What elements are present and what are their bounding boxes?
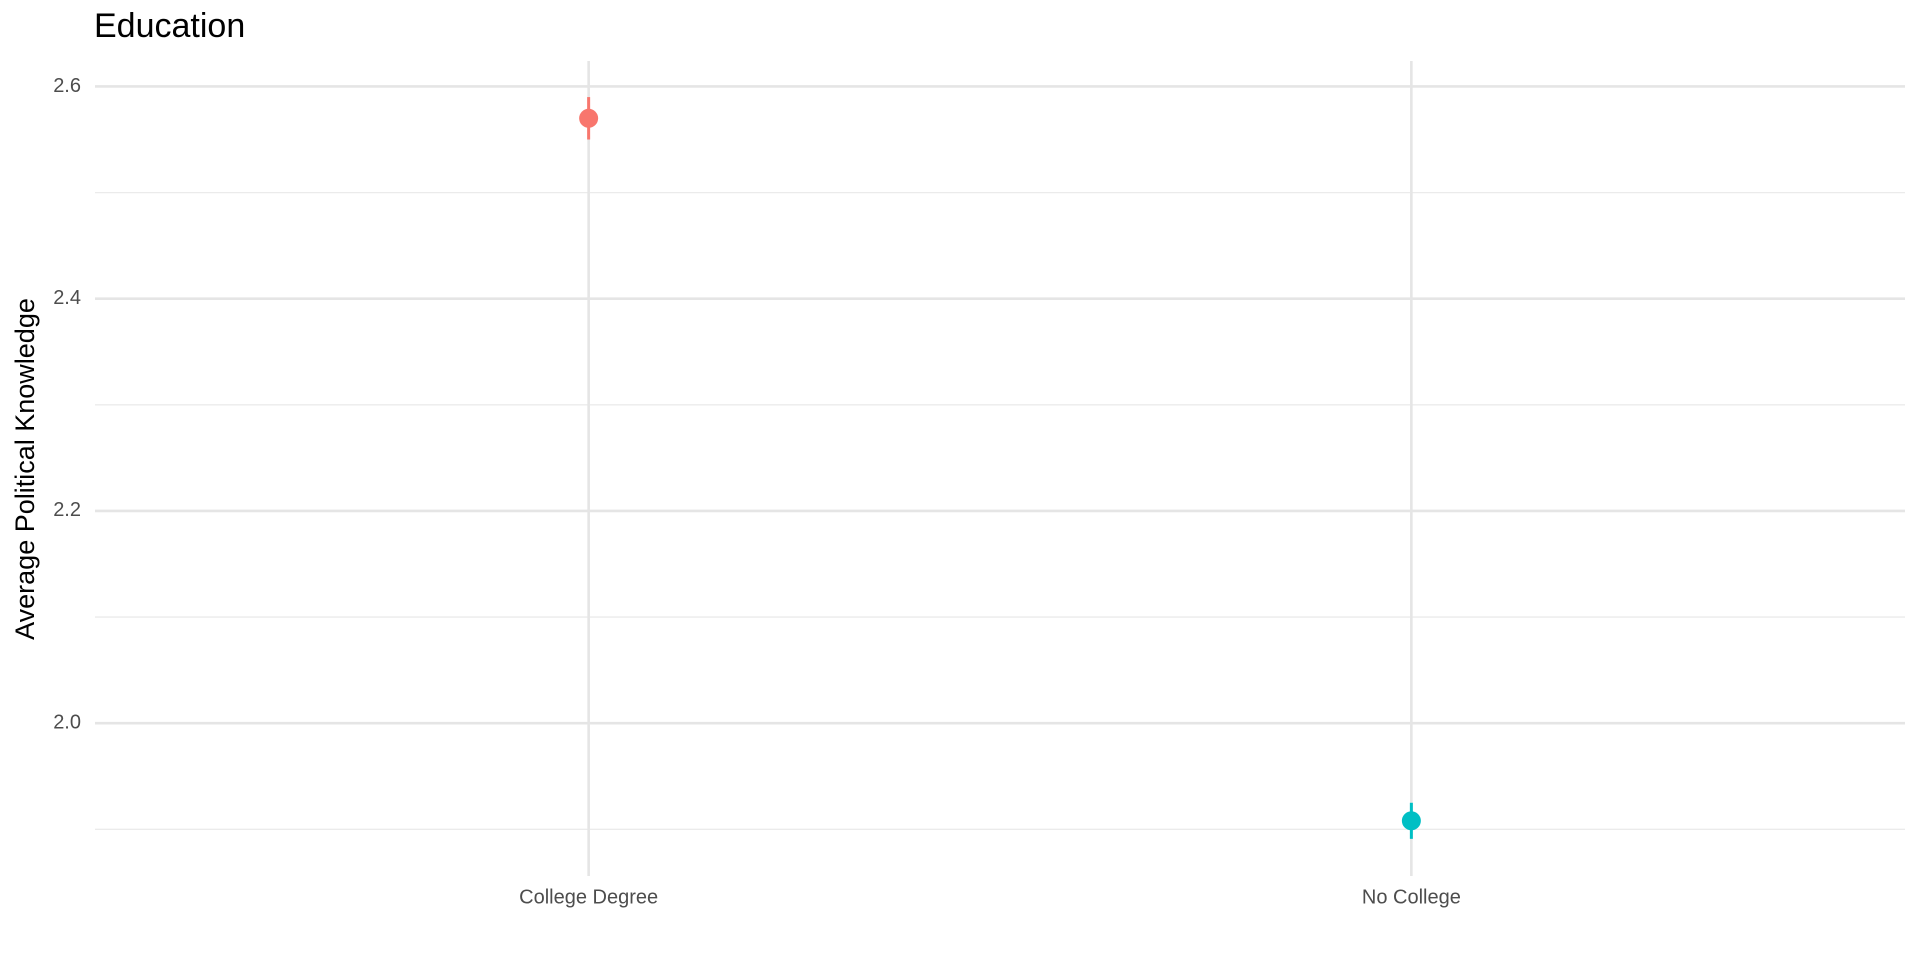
- chart-title: Education: [94, 7, 245, 45]
- point: [579, 108, 599, 128]
- y-axis-label: Average Political Knowledge: [10, 298, 40, 640]
- y-tick-label: 2.0: [53, 711, 81, 733]
- point: [1401, 811, 1421, 831]
- x-tick-label: College Degree: [519, 886, 658, 908]
- y-tick-label: 2.4: [53, 287, 81, 309]
- y-tick-label: 2.2: [53, 499, 81, 521]
- y-tick-label: 2.6: [53, 75, 81, 97]
- x-tick-label: No College: [1362, 886, 1461, 908]
